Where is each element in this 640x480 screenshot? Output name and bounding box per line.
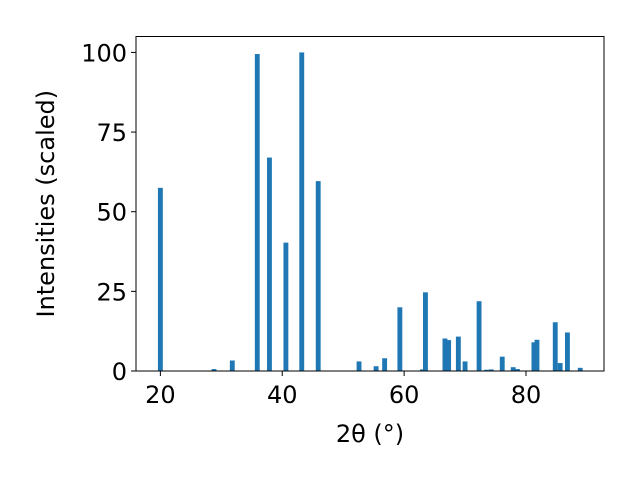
bar [442, 338, 448, 371]
bar [515, 369, 520, 371]
bar [382, 358, 388, 371]
bar [531, 342, 537, 371]
x-axis: 20 40 60 80 [145, 371, 541, 409]
bar [267, 157, 272, 371]
bar [157, 187, 163, 371]
bar [455, 336, 461, 371]
plot-frame [135, 36, 605, 372]
bar [557, 363, 563, 371]
bar [356, 361, 362, 371]
bar [283, 242, 289, 371]
bar [229, 360, 235, 371]
x-tick-label: 60 [389, 381, 420, 409]
bar [397, 307, 403, 371]
bar [565, 332, 570, 371]
bar [419, 369, 425, 371]
y-axis-label: Intensities (scaled) [32, 90, 60, 318]
x-axis-label: 2θ (°) [336, 420, 404, 448]
bar [577, 367, 583, 371]
x-tick-label: 80 [511, 381, 542, 409]
bar [423, 292, 428, 371]
bar [476, 301, 482, 371]
bar [446, 340, 452, 371]
bar [299, 52, 305, 372]
bar [254, 54, 260, 372]
bar [499, 356, 505, 371]
y-tick-label: 25 [96, 278, 127, 306]
bar [315, 181, 321, 371]
x-tick-label: 20 [145, 381, 176, 409]
bar [211, 369, 217, 371]
y-tick-label: 100 [81, 39, 127, 67]
y-axis: 0 25 50 75 100 [81, 39, 136, 386]
bar [373, 366, 379, 371]
bar [483, 369, 489, 371]
x-tick-label: 40 [267, 381, 298, 409]
bars-group [157, 52, 583, 372]
y-tick-label: 50 [96, 199, 127, 227]
bar [488, 369, 494, 371]
bar [552, 322, 558, 371]
y-tick-label: 75 [96, 119, 127, 147]
bar [534, 339, 540, 371]
y-tick-label: 0 [112, 358, 127, 386]
bar [462, 361, 468, 371]
bar [510, 367, 516, 371]
